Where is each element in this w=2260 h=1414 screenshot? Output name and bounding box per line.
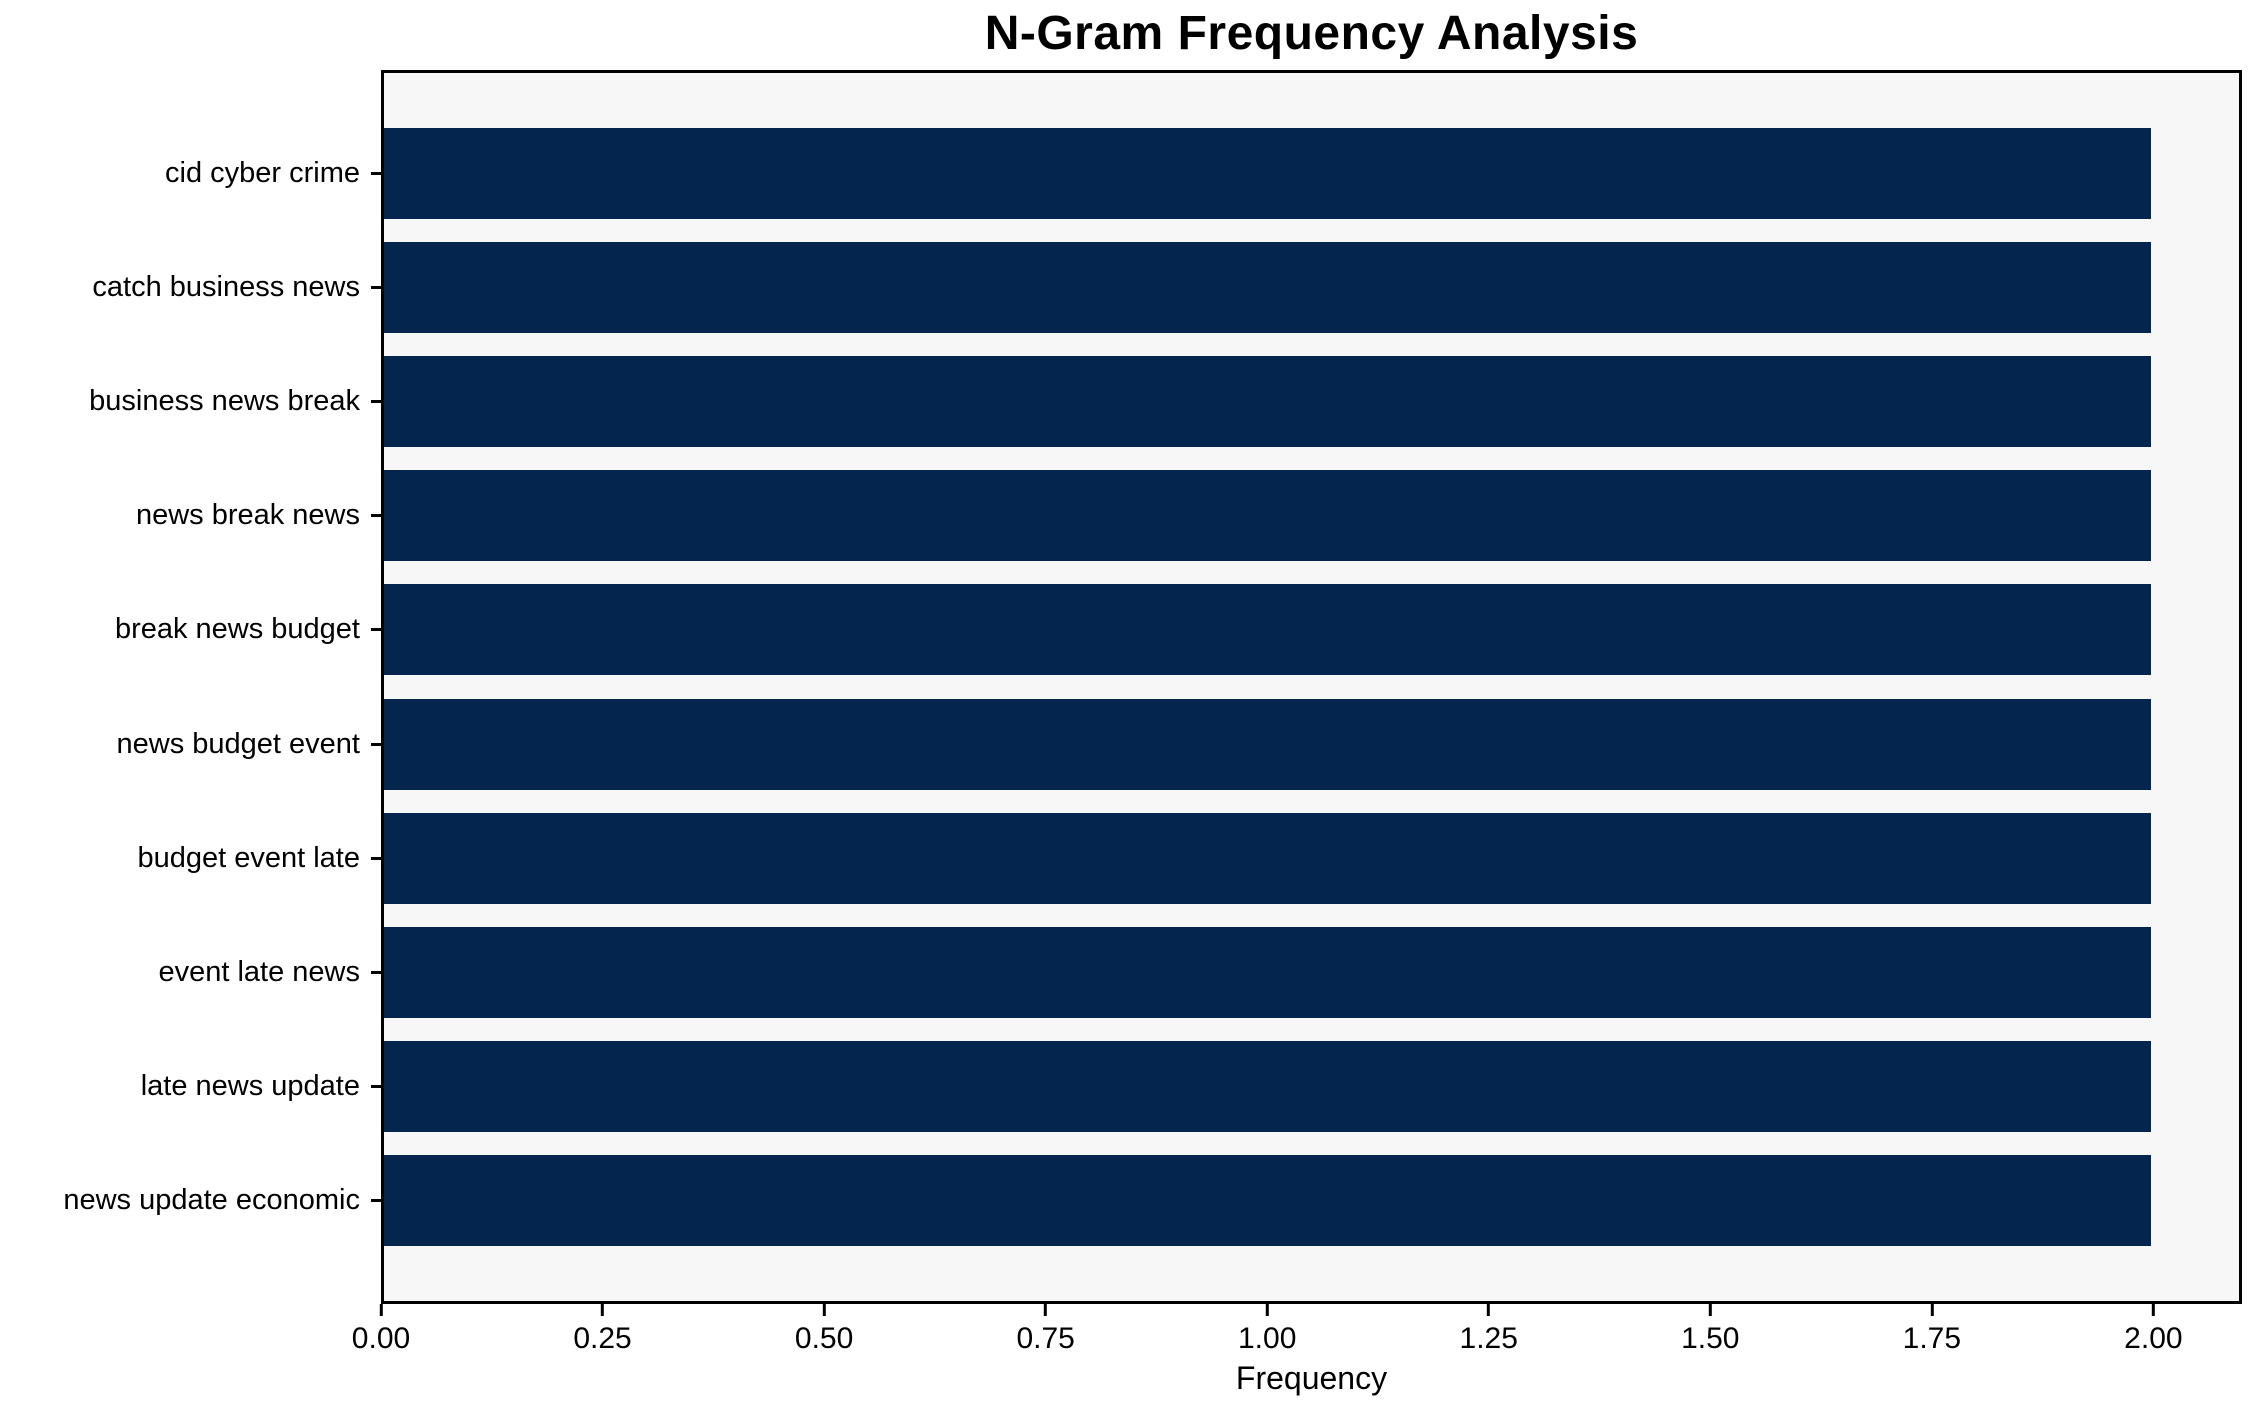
x-axis-label: Frequency (1235, 1360, 1388, 1396)
x-tick: 2.00 (2124, 1304, 2183, 1355)
y-tick-label: news budget event (116, 727, 360, 760)
bar (384, 356, 2151, 447)
x-tick-mark (1044, 1304, 1048, 1316)
x-tick-mark (822, 1304, 826, 1316)
y-tick-label: break news budget (114, 613, 360, 646)
y-tick-mark (371, 400, 381, 403)
x-tick: 1.75 (1903, 1304, 1961, 1354)
x-tick-label: 0.50 (794, 1322, 854, 1355)
y-tick-mark (371, 971, 381, 975)
x-tick-mark (1487, 1304, 1491, 1316)
x-tick: 0.75 (1016, 1304, 1075, 1355)
y-tick-mark (371, 1085, 381, 1089)
x-tick-label: 1.75 (1902, 1322, 1962, 1355)
bar (384, 1155, 2151, 1247)
bar (384, 470, 2151, 562)
x-tick: 0.50 (795, 1304, 853, 1354)
y-tick-label: business news break (89, 385, 360, 417)
y-tick-mark (371, 514, 381, 518)
x-tick-label: 0.75 (1016, 1322, 1075, 1355)
bar-row: news break news (136, 459, 2239, 573)
x-tick-mark (379, 1304, 383, 1316)
x-tick-label: 1.25 (1459, 1322, 1518, 1355)
x-tick: 1.25 (1460, 1304, 1518, 1354)
bar-row: news update economic (63, 1144, 2239, 1258)
x-tick: 1.00 (1238, 1304, 1296, 1354)
bar (384, 698, 2151, 790)
y-tick-mark (371, 1199, 381, 1203)
chart-title: N-Gram Frequency Analysis (984, 7, 1639, 60)
y-tick-mark (371, 742, 381, 746)
bar (384, 127, 2151, 219)
y-tick-label: cid cyber crime (165, 156, 360, 189)
bar-row: event late news (158, 915, 2239, 1029)
x-tick-label: 1.00 (1237, 1322, 1297, 1355)
bar (384, 241, 2151, 333)
y-tick-label: budget event late (137, 841, 360, 874)
bar (384, 812, 2151, 904)
x-tick: 0.25 (573, 1304, 632, 1355)
y-tick-label: catch business news (92, 270, 360, 303)
plot-area: cid cyber crime catch business news busine… (63, 70, 2242, 1304)
bar-row: catch business news (92, 230, 2239, 344)
x-tick-label: 1.50 (1681, 1322, 1740, 1355)
x-tick-mark (2151, 1304, 2155, 1316)
y-tick-mark (371, 285, 381, 289)
x-tick-label: 0.00 (351, 1322, 411, 1355)
bar (384, 927, 2151, 1019)
y-tick-label: late news update (140, 1070, 360, 1103)
x-tick: 1.50 (1681, 1304, 1739, 1354)
bar-row: budget event late (137, 801, 2239, 915)
x-tick-mark (1708, 1304, 1712, 1316)
bar-row: break news budget (115, 573, 2239, 687)
x-tick: 0.00 (352, 1304, 410, 1354)
y-tick-label: event late news (158, 956, 360, 989)
x-tick-mark (601, 1304, 605, 1316)
x-tick-label: 0.25 (573, 1322, 632, 1355)
y-tick-mark (371, 628, 381, 632)
y-tick-mark (371, 171, 381, 175)
y-tick-label: news update economic (63, 1184, 360, 1217)
y-tick-mark (371, 856, 381, 860)
bar (384, 584, 2151, 676)
bar (384, 1041, 2151, 1133)
bar-row: news budget event (117, 687, 2239, 801)
y-tick-label: news break news (135, 499, 360, 532)
x-tick-mark (1265, 1304, 1269, 1316)
bar-row: business news break (89, 344, 2239, 458)
x-tick-mark (1930, 1304, 1934, 1316)
bar-row: late news update (141, 1030, 2239, 1144)
bar-row: cid cyber crime (165, 116, 2239, 230)
x-tick-label: 2.00 (2124, 1322, 2183, 1355)
